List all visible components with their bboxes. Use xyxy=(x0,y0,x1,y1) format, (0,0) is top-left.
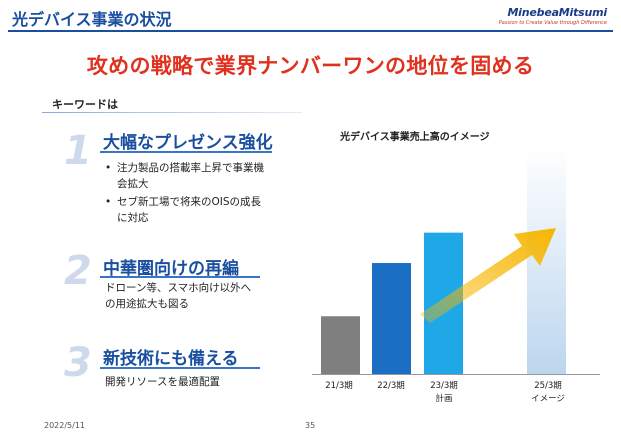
x-tick-23: 23/3期 計画 xyxy=(419,380,469,406)
headline: 攻めの戦略で業界ナンバーワンの地位を固める xyxy=(86,54,535,78)
x-tick-sublabel: イメージ xyxy=(531,394,565,404)
page-number: 35 xyxy=(305,421,316,430)
bullet-line: に対応 xyxy=(117,212,149,224)
text-line: の用途拡大も図る xyxy=(105,298,189,310)
x-tick-label: 25/3期 xyxy=(534,381,562,391)
section-number-2: 2 xyxy=(64,248,92,294)
keywords-divider xyxy=(42,112,302,113)
section-number-1: 1 xyxy=(64,128,92,174)
bar-25/3期 xyxy=(527,146,566,374)
chart-title: 光デバイス事業売上高のイメージ xyxy=(340,132,490,143)
bullet-item: 注力製品の搭載率上昇で事業機 会拡大 xyxy=(105,160,305,192)
section-title-2: 中華圏向けの再編 xyxy=(103,259,239,279)
section-underline-1 xyxy=(100,151,272,153)
x-tick-25: 25/3期 イメージ xyxy=(523,380,573,406)
logo-tagline: Passion to Create Value through Differen… xyxy=(498,20,607,26)
x-tick-label: 21/3期 xyxy=(325,381,353,391)
footer-date: 2022/5/11 xyxy=(44,421,86,430)
bullet-line: 会拡大 xyxy=(117,178,149,190)
x-tick-21: 21/3期 xyxy=(314,380,364,393)
logo-wordmark: MinebeaMitsumi xyxy=(507,6,607,19)
section-title-1: 大幅なプレゼンス強化 xyxy=(103,133,273,153)
x-tick-label: 22/3期 xyxy=(377,381,405,391)
bar-22/3期 xyxy=(372,263,411,374)
bar-21/3期 xyxy=(321,316,360,374)
header-divider xyxy=(8,30,613,32)
x-tick-sublabel: 計画 xyxy=(435,394,453,404)
chart-baseline xyxy=(312,374,600,375)
bullet-item: セブ新工場で将来のOISの成長 に対応 xyxy=(105,194,305,226)
text-line: 開発リソースを最適配置 xyxy=(105,376,220,388)
section-number-3: 3 xyxy=(64,340,92,386)
company-logo: MinebeaMitsumi Passion to Create Value t… xyxy=(499,6,607,26)
section-3-text: 開発リソースを最適配置 xyxy=(105,374,305,390)
x-tick-22: 22/3期 xyxy=(366,380,416,393)
section-2-text: ドローン等、スマホ向け以外へ の用途拡大も図る xyxy=(105,280,305,312)
section-underline-2 xyxy=(100,276,260,278)
growth-arrow xyxy=(420,228,556,323)
slide-title: 光デバイス事業の状況 xyxy=(12,10,172,29)
section-title-3: 新技術にも備える xyxy=(103,349,239,369)
section-1-bullets: 注力製品の搭載率上昇で事業機 会拡大 セブ新工場で将来のOISの成長 に対応 xyxy=(105,160,305,226)
text-line: ドローン等、スマホ向け以外へ xyxy=(105,282,252,294)
section-underline-3 xyxy=(100,367,260,369)
bullet-line: 注力製品の搭載率上昇で事業機 xyxy=(117,162,264,174)
keywords-label: キーワードは xyxy=(52,98,118,111)
bullet-line: セブ新工場で将来のOISの成長 xyxy=(117,196,262,208)
x-tick-label: 23/3期 xyxy=(430,381,458,391)
